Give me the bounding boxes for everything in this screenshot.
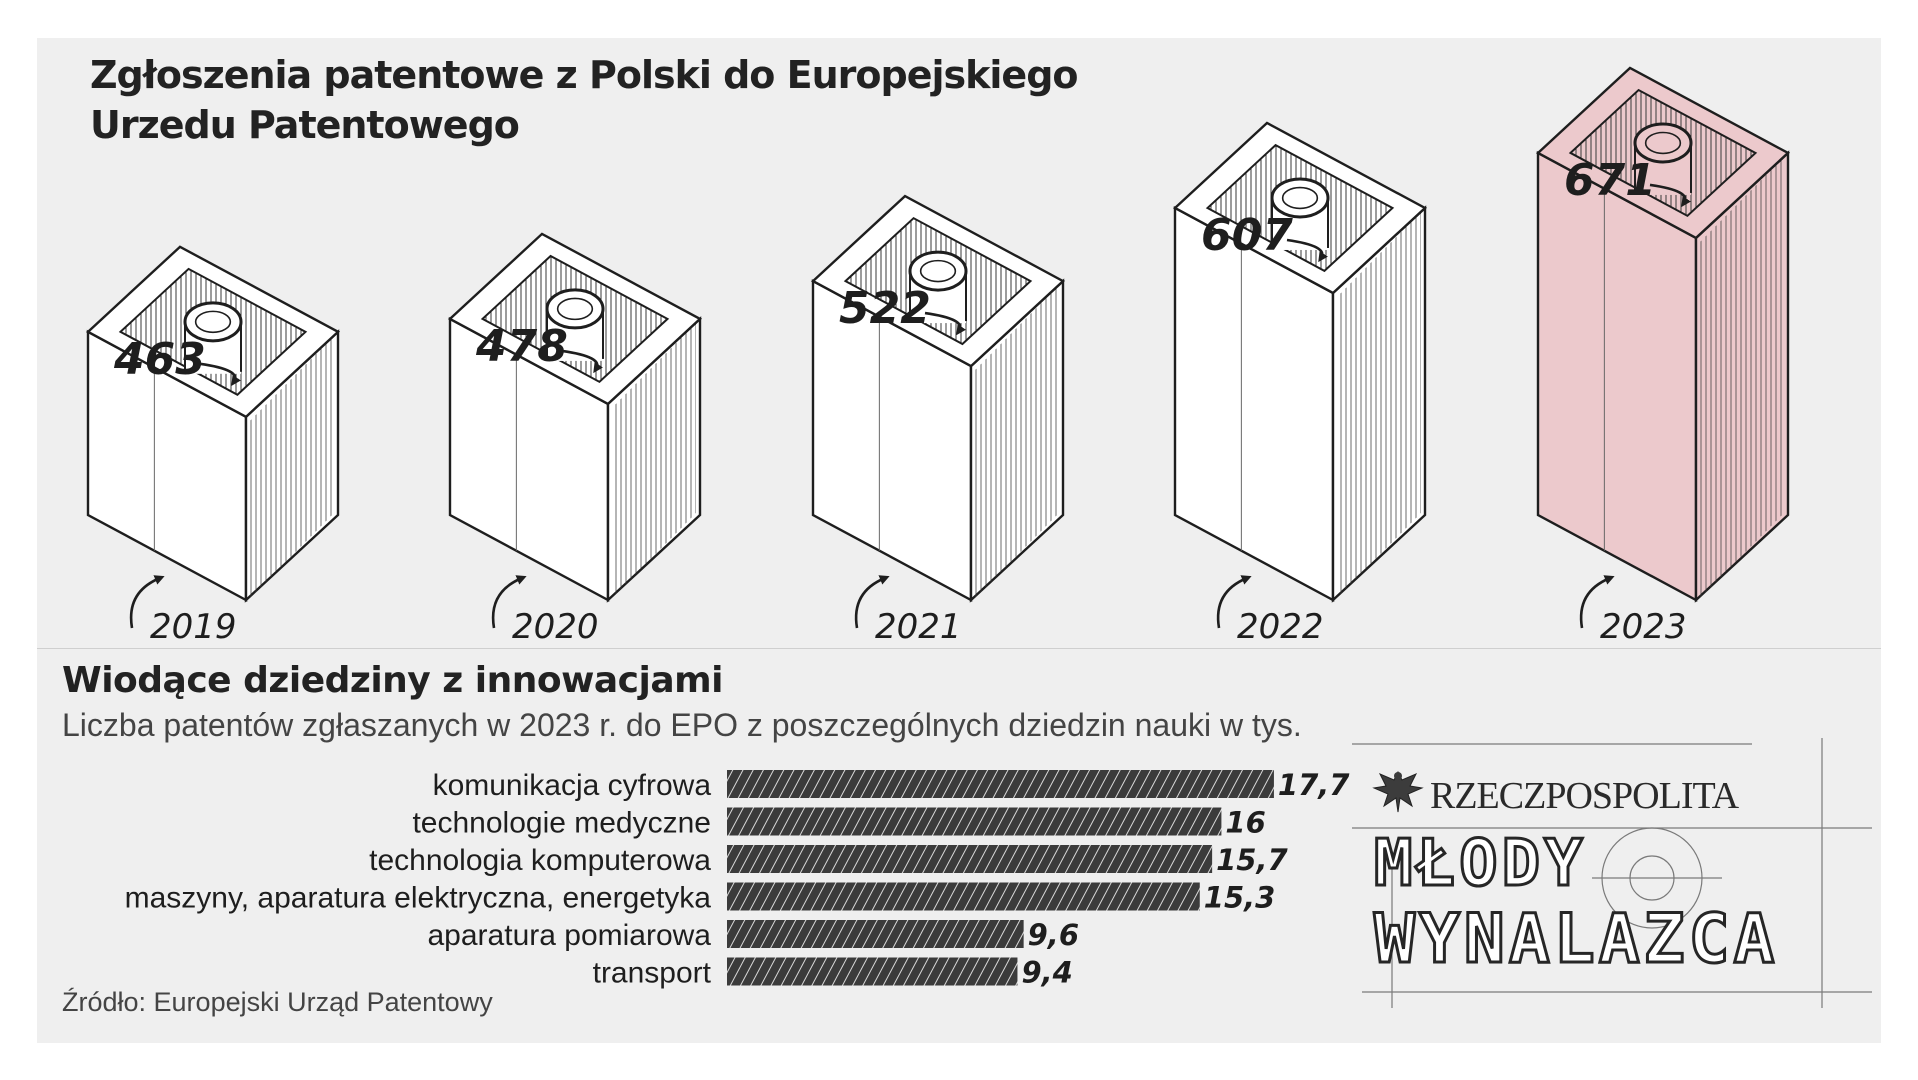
bar-value-label: 16 — [1225, 806, 1265, 840]
category-label: komunikacja cyfrowa — [433, 769, 712, 802]
value-pointer-arrow — [924, 311, 966, 336]
bar — [727, 770, 1274, 798]
category-label: technologie medyczne — [412, 807, 711, 840]
year-pointer-arrow — [1216, 575, 1252, 629]
bar — [727, 920, 1024, 948]
year-label-2022: 2022 — [1237, 607, 1324, 647]
year-pointer-arrow — [854, 575, 890, 629]
bar — [727, 807, 1222, 836]
logo-title-line1: MŁODY — [1373, 827, 1587, 901]
year-label-2023: 2023 — [1600, 607, 1687, 647]
year-pointer-arrow — [129, 575, 165, 629]
bar — [727, 882, 1200, 911]
box-bar-2022 — [1172, 121, 1428, 603]
year-label-2019: 2019 — [150, 607, 237, 647]
logo-title-line2: WYNALAZCA — [1372, 900, 1779, 979]
bar-value-label: 9,6 — [1028, 918, 1079, 952]
bar — [727, 845, 1213, 873]
section-subtitle: Liczba patentów zgłaszanych w 2023 r. do… — [62, 707, 1302, 743]
category-label: technologia komputerowa — [369, 844, 711, 877]
value-label-2022: 607 — [1201, 210, 1293, 261]
bar-value-label: 17,7 — [1278, 768, 1350, 802]
source-note: Źródło: Europejski Urząd Patentowy — [62, 987, 493, 1017]
value-pointer-arrow — [1649, 183, 1691, 208]
logo-publisher-name: RZECZPOSPOLITA — [1430, 775, 1739, 817]
bar-value-label: 9,4 — [1021, 956, 1072, 990]
box-bar-2020 — [447, 232, 703, 603]
category-label: maszyny, aparatura elektryczna, energety… — [125, 882, 712, 915]
year-pointer-arrow — [1579, 575, 1615, 629]
bar — [727, 957, 1018, 986]
section-heading: Wiodące dziedziny z innowacjami — [62, 660, 724, 701]
patent-filings-chart: 463 2019 478 2020 522 2021 607 2022 671 2023 — [85, 66, 1791, 647]
category-label: transport — [593, 957, 712, 990]
chart-title: Zgłoszenia patentowe z Polski do Europej… — [90, 53, 1079, 147]
eagle-icon — [1372, 770, 1424, 813]
logo-sketch-lines — [1352, 738, 1872, 1008]
value-label-2020: 478 — [475, 321, 568, 372]
mlody-wynalazca-logo: RZECZPOSPOLITA MŁODY WYNALAZCA — [1352, 738, 1872, 1008]
value-label-2019: 463 — [113, 334, 206, 385]
year-label-2020: 2020 — [512, 607, 599, 647]
box-bar-2021 — [810, 194, 1066, 603]
year-pointer-arrow — [491, 575, 527, 629]
bar-value-label: 15,3 — [1204, 881, 1276, 915]
value-label-2021: 522 — [839, 283, 931, 334]
value-pointer-arrow — [561, 349, 603, 374]
section-divider — [37, 648, 1881, 649]
category-label: aparatura pomiarowa — [428, 919, 712, 952]
year-label-2021: 2021 — [875, 607, 962, 647]
value-label-2023: 671 — [1564, 155, 1656, 206]
value-pointer-arrow — [1286, 238, 1328, 263]
value-pointer-arrow — [199, 362, 241, 386]
bar-value-label: 15,7 — [1216, 843, 1288, 877]
box-bar-2023 — [1535, 66, 1791, 603]
